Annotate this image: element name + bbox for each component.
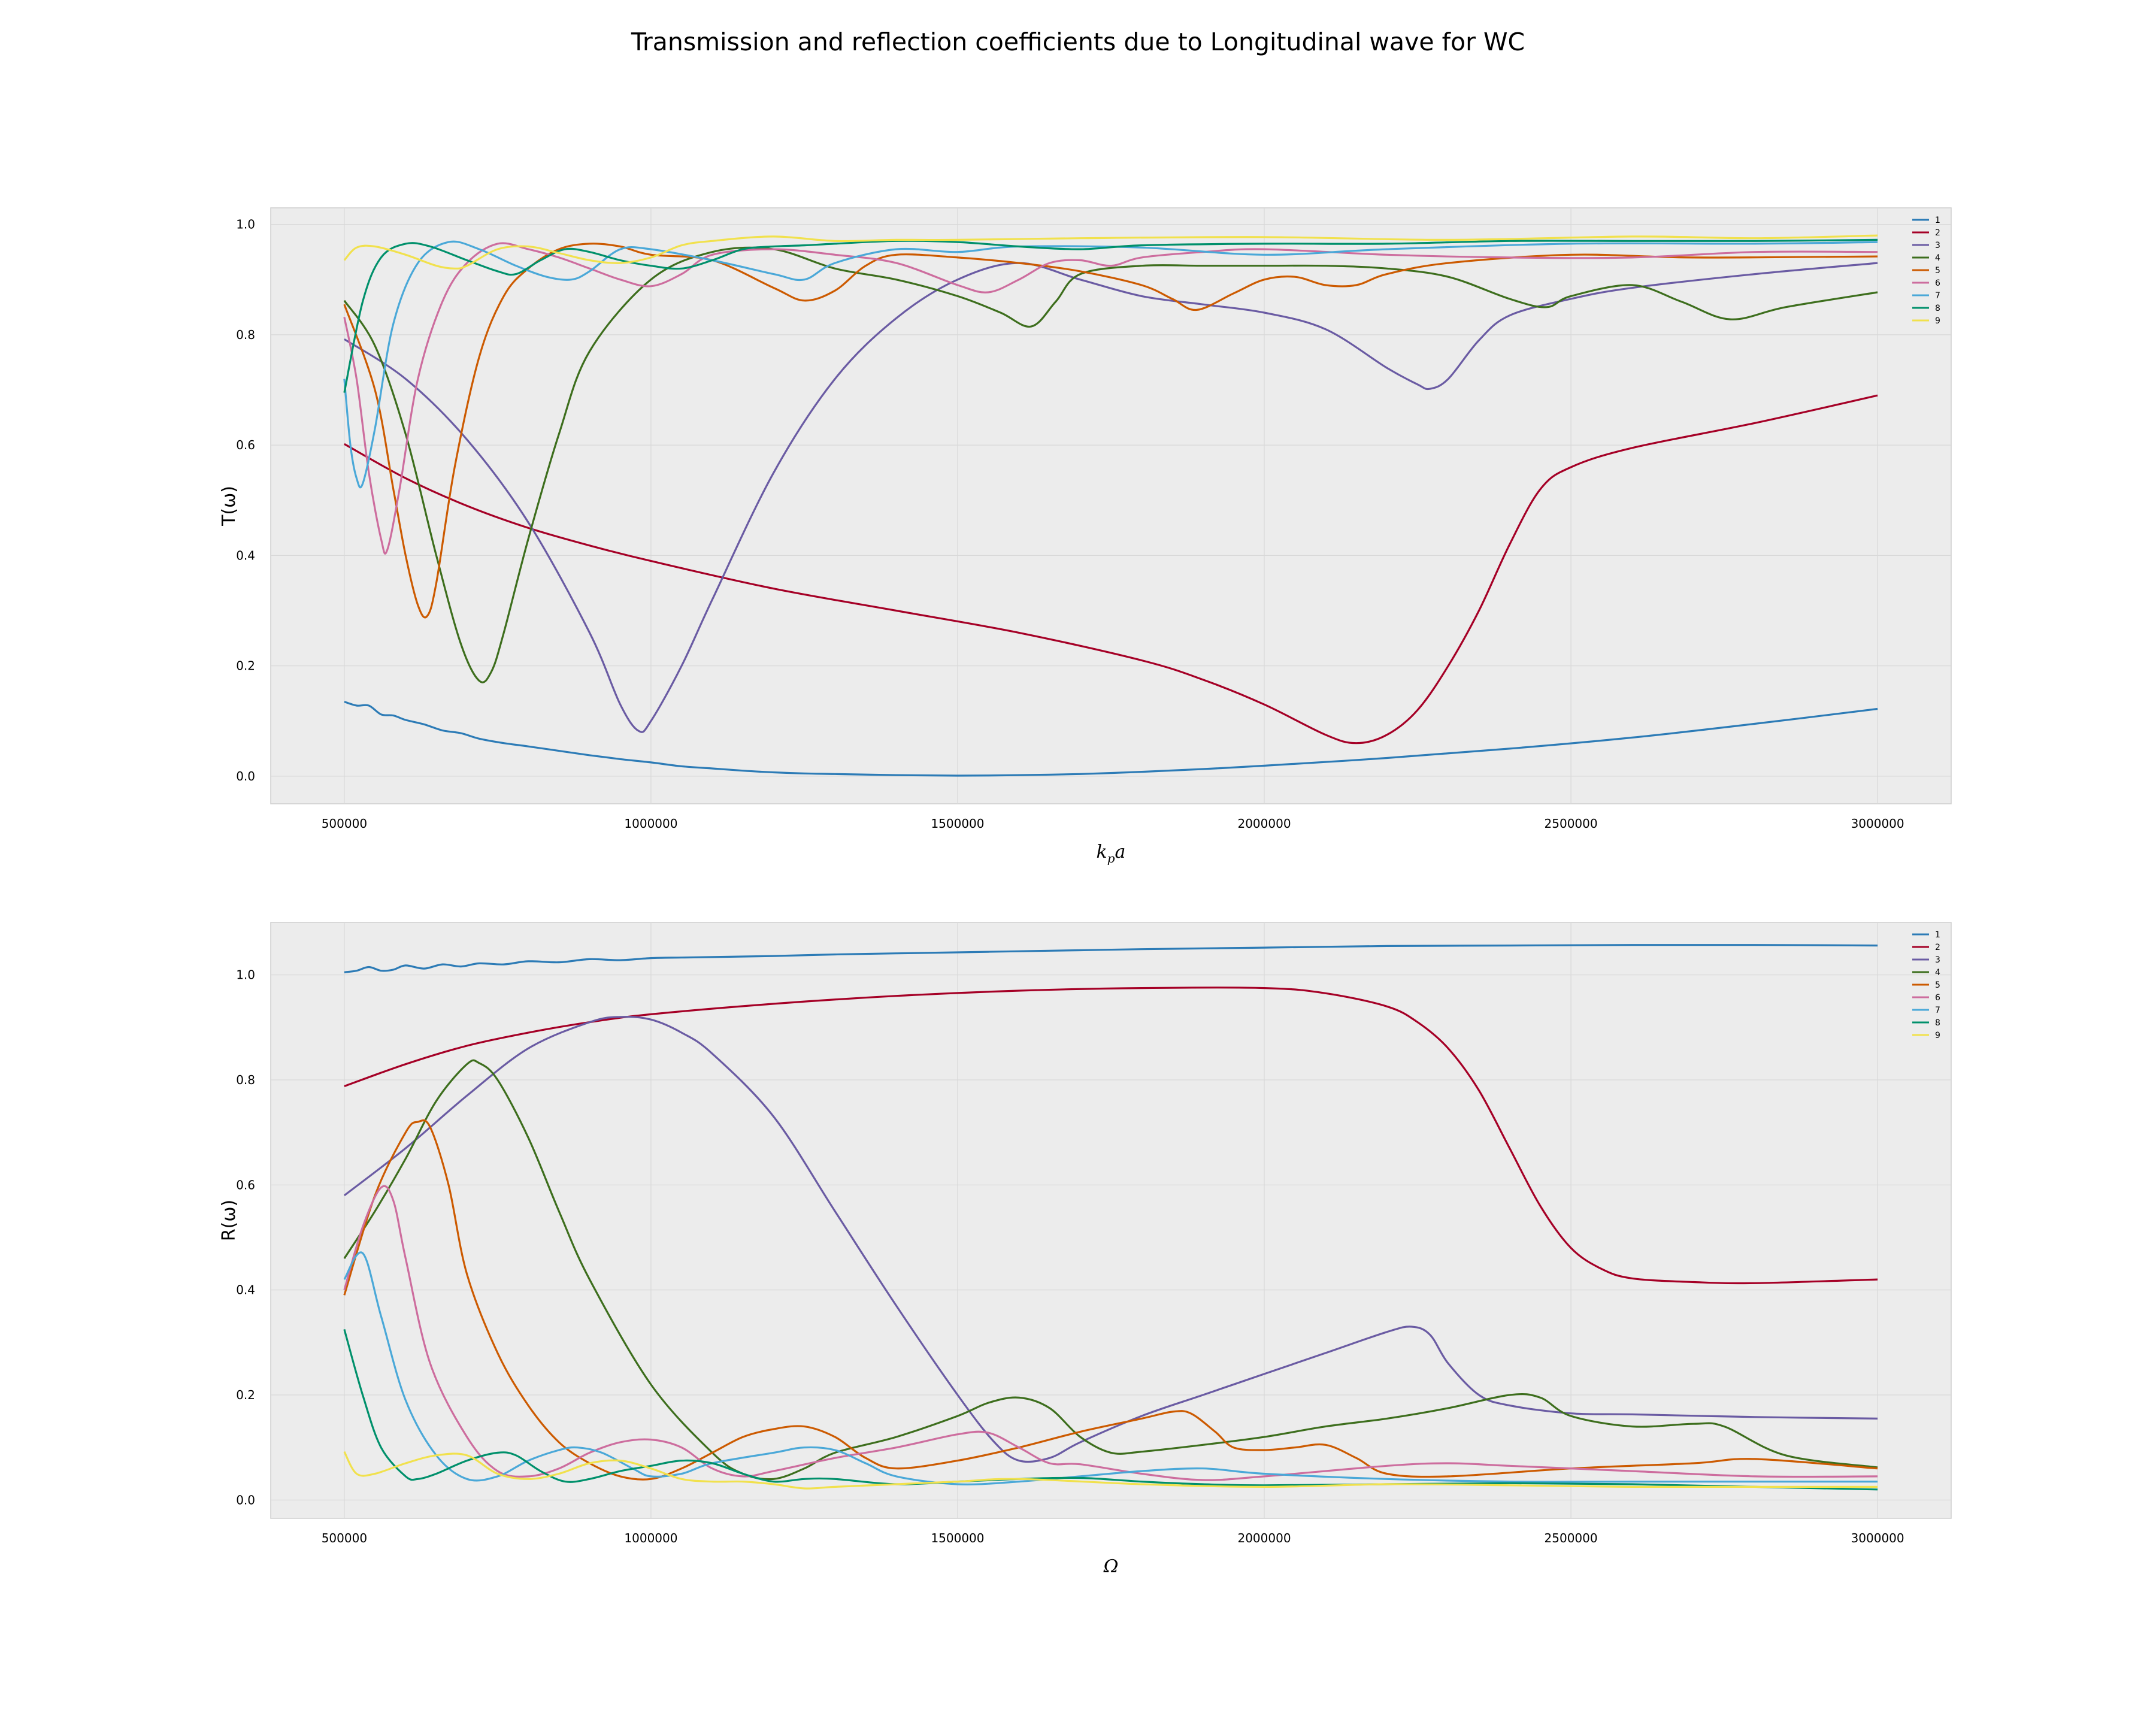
y-tick-label: 0.4 xyxy=(236,548,255,562)
x-axis-label: Ω xyxy=(1103,1556,1119,1577)
legend-label-2: 2 xyxy=(1935,228,1940,238)
legend-label-4: 4 xyxy=(1935,253,1940,263)
y-tick-label: 0.6 xyxy=(236,1178,255,1192)
y-axis-label: R(ω) xyxy=(219,1200,240,1241)
series-line-7 xyxy=(343,1251,1878,1485)
transmission-panel: 500000 1000000 1500000 2000000 2500000 300000… xyxy=(219,207,1952,865)
legend: 1 2 3 4 5 6 7 8 9 xyxy=(1912,216,1940,326)
series-line-4 xyxy=(343,1059,1878,1481)
y-tick-label: 0.0 xyxy=(236,1493,255,1507)
legend-label-1: 1 xyxy=(1935,216,1940,225)
legend-label-7: 7 xyxy=(1935,1006,1940,1015)
x-tick-label: 2500000 xyxy=(1545,1531,1598,1545)
legend-label-5: 5 xyxy=(1935,980,1940,990)
x-tick-label: 2500000 xyxy=(1545,816,1598,831)
figure-title: Transmission and reflection coefficients… xyxy=(631,28,1525,56)
x-tick-label: 2000000 xyxy=(1237,816,1291,831)
series-line-7 xyxy=(343,240,1878,489)
series-line-2 xyxy=(344,394,1878,745)
y-tick-label: 0.4 xyxy=(236,1283,255,1297)
x-tick-label: 1000000 xyxy=(624,816,677,831)
plot-area xyxy=(270,922,1952,1519)
x-axis-label: kpa xyxy=(1097,842,1126,865)
x-tick-label: 1500000 xyxy=(931,816,984,831)
legend-label-2: 2 xyxy=(1935,943,1940,952)
series-line-8 xyxy=(343,238,1878,393)
x-tick-label: 3000000 xyxy=(1851,1531,1904,1545)
plot-area xyxy=(270,207,1952,804)
legend: 1 2 3 4 5 6 7 8 9 xyxy=(1912,930,1940,1040)
legend-label-8: 8 xyxy=(1935,1018,1940,1028)
legend-label-3: 3 xyxy=(1935,955,1940,965)
x-tick-label: 1000000 xyxy=(624,1531,677,1545)
series-line-6 xyxy=(343,1185,1878,1481)
legend-label-6: 6 xyxy=(1935,993,1940,1003)
legend-label-4: 4 xyxy=(1935,968,1940,978)
y-axis-label: T(ω) xyxy=(219,486,240,526)
legend-label-3: 3 xyxy=(1935,241,1940,250)
x-tick-label: 2000000 xyxy=(1237,1531,1291,1545)
series-line-3 xyxy=(344,262,1878,733)
series-line-9 xyxy=(343,1451,1878,1490)
y-tick-label: 0.6 xyxy=(236,438,255,452)
reflection-panel: 500000 1000000 1500000 2000000 2500000 300000… xyxy=(219,922,1952,1577)
y-tick-label: 1.0 xyxy=(236,217,255,232)
y-tick-label: 0.2 xyxy=(236,1388,255,1402)
y-tick-label: 0.8 xyxy=(236,1073,255,1087)
x-tick-label: 1500000 xyxy=(931,1531,984,1545)
y-tick-label: 0.0 xyxy=(236,769,255,783)
x-tick-label: 3000000 xyxy=(1851,816,1904,831)
series-line-9 xyxy=(343,234,1878,270)
series-line-5 xyxy=(343,243,1878,619)
x-tick-label: 500000 xyxy=(322,1531,367,1545)
series-line-4 xyxy=(343,246,1878,683)
legend-label-9: 9 xyxy=(1935,1031,1940,1040)
y-tick-label: 1.0 xyxy=(236,968,255,982)
series-line-6 xyxy=(343,242,1878,555)
series-line-1 xyxy=(344,701,1878,777)
x-tick-label: 500000 xyxy=(322,816,367,831)
series-line-5 xyxy=(343,1119,1878,1481)
y-tick-label: 0.8 xyxy=(236,328,255,342)
legend-label-6: 6 xyxy=(1935,279,1940,288)
legend-label-7: 7 xyxy=(1935,291,1940,301)
legend-label-5: 5 xyxy=(1935,266,1940,276)
legend-label-9: 9 xyxy=(1935,316,1940,326)
legend-label-1: 1 xyxy=(1935,930,1940,940)
series-line-3 xyxy=(343,1015,1878,1463)
legend-label-8: 8 xyxy=(1935,304,1940,313)
series-line-1 xyxy=(344,943,1878,973)
y-tick-label: 0.2 xyxy=(236,659,255,673)
